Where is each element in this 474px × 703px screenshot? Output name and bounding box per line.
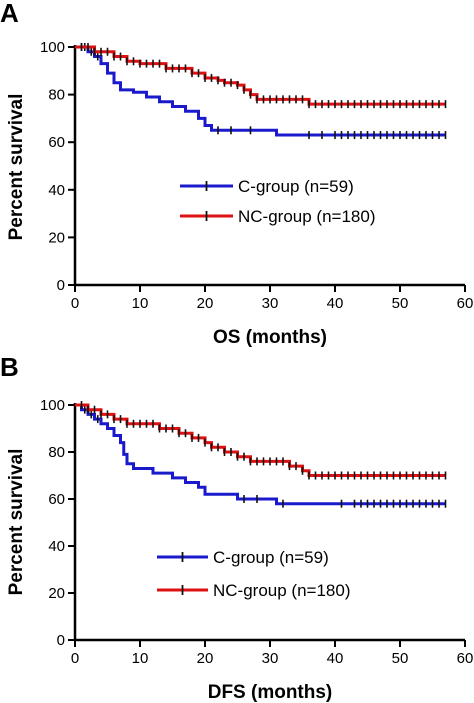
survival-curves — [75, 401, 447, 508]
x-axis-title: DFS (months) — [208, 682, 333, 703]
y-tick-label: 80 — [48, 87, 65, 104]
x-tick-label: 10 — [132, 650, 149, 667]
x-tick-label: 10 — [132, 295, 149, 312]
x-tick-label: 40 — [327, 295, 344, 312]
legend-label: NC-group (n=180) — [213, 581, 351, 600]
x-tick-label: 60 — [457, 650, 474, 667]
x-tick-label: 20 — [197, 650, 214, 667]
c-group-curve — [75, 45, 446, 137]
y-tick-label: 60 — [48, 134, 65, 151]
y-tick-label: 40 — [48, 182, 65, 199]
panel-label: A — [0, 0, 19, 28]
legend: C-group (n=59) NC-group (n=180) — [180, 177, 376, 226]
y-tick-label: 40 — [48, 538, 65, 555]
legend-label: C-group (n=59) — [238, 177, 354, 196]
nc-group-curve — [75, 45, 446, 106]
y-tick-label: 20 — [48, 585, 65, 602]
axis-ticks: 0 20 40 60 80 100 0 10 20 30 40 50 60 — [40, 39, 473, 312]
y-tick-label: 0 — [57, 632, 65, 649]
panel-dfs: B Percent survival DFS (months) 0 20 40 60 8… — [0, 352, 473, 703]
axis-ticks: 0 20 40 60 80 100 0 10 20 30 40 50 60 — [40, 397, 473, 667]
y-tick-label: 0 — [57, 277, 65, 294]
x-tick-label: 0 — [71, 295, 79, 312]
x-tick-label: 30 — [262, 295, 279, 312]
y-tick-label: 100 — [40, 39, 65, 56]
legend: C-group (n=59) NC-group (n=180) — [157, 548, 351, 600]
survival-curves — [75, 43, 447, 140]
y-tick-label: 60 — [48, 491, 65, 508]
legend-label: NC-group (n=180) — [238, 207, 376, 226]
x-tick-label: 50 — [392, 295, 409, 312]
y-axis-title: Percent survival — [6, 449, 27, 596]
x-tick-label: 60 — [457, 295, 474, 312]
x-tick-label: 40 — [327, 650, 344, 667]
panel-label: B — [0, 352, 19, 382]
x-axis-title: OS (months) — [213, 327, 327, 348]
panel-os: A Percent survival OS (months) 0 20 40 60 80… — [0, 0, 473, 348]
x-tick-label: 20 — [197, 295, 214, 312]
y-axis-title: Percent survival — [6, 94, 27, 241]
y-tick-label: 20 — [48, 229, 65, 246]
y-tick-label: 80 — [48, 444, 65, 461]
x-tick-label: 50 — [392, 650, 409, 667]
c-group-curve — [75, 403, 446, 506]
legend-label: C-group (n=59) — [213, 548, 329, 567]
y-tick-label: 100 — [40, 397, 65, 414]
x-tick-label: 30 — [262, 650, 279, 667]
x-tick-label: 0 — [71, 650, 79, 667]
